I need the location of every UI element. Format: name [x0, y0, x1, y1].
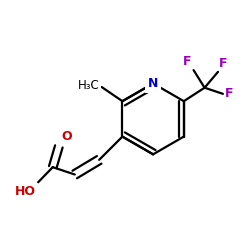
Text: F: F	[183, 55, 192, 68]
Text: H₃C: H₃C	[78, 79, 100, 92]
Text: F: F	[219, 57, 228, 70]
Text: O: O	[61, 130, 72, 143]
Text: N: N	[148, 77, 158, 90]
Text: F: F	[225, 87, 233, 100]
Text: HO: HO	[15, 185, 36, 198]
